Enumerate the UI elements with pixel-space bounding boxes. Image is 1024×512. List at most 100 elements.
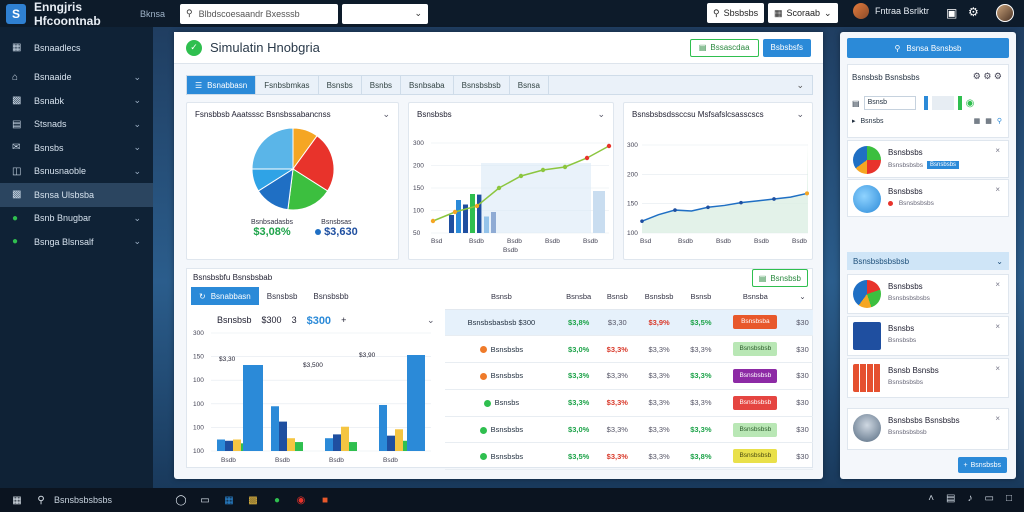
status-dot <box>479 346 487 354</box>
network-icon[interactable]: ▤ <box>946 493 956 504</box>
chevron-down-icon[interactable]: ⌄ <box>382 109 390 119</box>
folder-icon[interactable]: ▩ <box>248 494 258 506</box>
sidebar-item-1[interactable]: ⌂ Bsnaaide ⌄ <box>0 66 153 90</box>
table-row[interactable]: Bsnsbsbs $3,3% $3,3% $3,3% $3,3% Bsnsbsbsb $30 <box>445 362 813 390</box>
right-item-title: Bsnsbsbs <box>888 187 923 196</box>
chevron-up-icon[interactable]: ˄ <box>928 493 935 504</box>
volume-icon[interactable]: ♪ <box>967 493 973 504</box>
status-badge[interactable]: Bsnsbsbsb <box>733 449 778 464</box>
sidebar-item-2[interactable]: ▩ Bsnabk ⌄ <box>0 89 153 113</box>
column-header[interactable]: Bsnsba <box>718 285 793 310</box>
status-badge[interactable]: Bsnsbsba <box>733 315 778 330</box>
sidebar-item-6[interactable]: ▩ Bsnsa Ulsbsba <box>0 183 153 207</box>
table-row[interactable]: Bsnsbs $3,3% $3,3% $3,3% $3,3% Bsnsbsbsb $30 <box>445 389 813 417</box>
close-icon[interactable]: × <box>995 364 1000 373</box>
task-view-icon[interactable]: ▭ <box>200 494 210 506</box>
right-item-3[interactable]: Bsnsbs Bsnsbsbs × <box>847 316 1009 356</box>
chevron-down-icon[interactable]: ⌄ <box>796 79 804 90</box>
column-header[interactable]: Bsnsba <box>557 285 600 310</box>
chevron-down-icon[interactable]: ⌄ <box>597 109 605 119</box>
close-icon[interactable]: × <box>995 322 1000 331</box>
right-item-1[interactable]: Bsnsbsbs Bsnsbsbsbs × <box>847 179 1009 217</box>
filter-input[interactable]: Bsnsb <box>863 96 916 110</box>
tab-1[interactable]: Fsnbsbmkas <box>256 76 319 94</box>
app-green-icon[interactable]: ● <box>273 494 281 506</box>
check-circle-icon[interactable]: ◉ <box>965 97 975 109</box>
column-header[interactable]: Bsnsb <box>599 285 636 310</box>
top-button-2[interactable]: ▦ Scoraab ⌄ <box>768 3 838 23</box>
close-icon[interactable]: × <box>995 414 1000 423</box>
right-item-0[interactable]: Bsnsbsbs Bsnsbsbsbs Bsnsbsbs × <box>847 140 1009 178</box>
column-header[interactable]: Bsnsbsb <box>635 285 684 310</box>
search-icon[interactable]: ⚲ <box>37 494 45 506</box>
settings-icon[interactable]: ⚙ ⚙ ⚙ <box>972 71 1002 81</box>
chevron-down-icon[interactable]: ⌄ <box>427 315 435 325</box>
right-item-tag[interactable]: Bsnsbsbs <box>927 161 960 169</box>
right-item-5[interactable]: Bsnsbsbs Bsnsbsbs Bsnsbsbsbsb × <box>847 408 1009 450</box>
grid-icon[interactable]: ▦ <box>973 118 981 125</box>
column-header[interactable]: Bsnsb <box>445 285 558 310</box>
store-icon[interactable]: ▦ <box>224 494 234 506</box>
close-icon[interactable]: × <box>995 146 1000 155</box>
tab-3[interactable]: Bsnbs <box>362 76 402 94</box>
tab-5[interactable]: Bsnsbsbsb <box>454 76 510 94</box>
right-footer-button[interactable]: + Bsnsbsbs <box>957 457 1007 473</box>
chevron-down-icon: ⌄ <box>414 8 422 18</box>
column-header[interactable]: ⌄ <box>792 285 813 310</box>
search-icon[interactable]: ⚲ <box>996 118 1002 125</box>
grid-icon[interactable]: ▦ <box>985 118 992 125</box>
tab-0[interactable]: ☰ Bsnabbasn <box>187 76 257 94</box>
sidebar-item-3[interactable]: ▤ Stsnads ⌄ <box>0 113 153 137</box>
status-badge[interactable]: Bsnsbsbsb <box>733 395 778 410</box>
status-badge[interactable]: Bsnsbsbsb <box>733 368 778 383</box>
sub-tab-2[interactable]: Bsnsbsbb <box>305 287 356 305</box>
chevron-down-icon[interactable]: ⌄ <box>796 109 804 119</box>
right-item-4[interactable]: Bsnsb Bsnsbs Bsnsbsbsbs × <box>847 358 1009 398</box>
sub-tab-0[interactable]: ↻ Bsnabbasn <box>191 287 259 305</box>
right-top-button[interactable]: ⚲ Bsnsa Bsnsbsb <box>847 38 1009 58</box>
sidebar-item-0[interactable]: ▦ Bsnaadlecs <box>0 36 153 60</box>
sidebar-item-4[interactable]: ✉ Bsnsbs ⌄ <box>0 136 153 160</box>
tab-6[interactable]: Bsnsa <box>510 76 549 94</box>
bar-line-chart: 300 200 150 100 50 Bsd Bsdb Bsdb Bsdb Bsdb <box>413 140 612 245</box>
right-item-2[interactable]: Bsnsbsbs Bsnsbsbsbsbs × <box>847 274 1009 314</box>
close-icon[interactable]: × <box>995 185 1000 194</box>
sub-tab-1[interactable]: Bsnsbsb <box>259 287 306 305</box>
notification-icon[interactable]: □ <box>1005 493 1012 504</box>
table-row[interactable]: Bsnsbsbs $3,0% $3,3% $3,3% $3,3% Bsnsbsbsb $30 <box>445 335 813 364</box>
right-section-header[interactable]: Bsnsbsbsbsbsb ⌄ <box>847 252 1009 270</box>
clock-icon[interactable]: ◯ <box>175 494 187 506</box>
data-table-button[interactable]: ▤ Bsnsbsb <box>751 269 808 287</box>
grid-thumbnail-icon <box>853 364 881 392</box>
close-icon[interactable]: × <box>995 280 1000 289</box>
battery-icon[interactable]: ▭ <box>984 493 994 504</box>
status-badge[interactable]: Bsnsbsbsb <box>733 342 778 357</box>
tab-4[interactable]: Bsnbsaba <box>401 76 454 94</box>
table-row[interactable]: Bsnsbsbs $3,5% $3,3% $3,3% $3,8% Bsnsbsbsb $30 <box>445 442 813 471</box>
table-row[interactable]: Bsnsbsbasbsb $300 $3,8% $3,30 $3,9% $3,5% Bsn… <box>445 309 813 337</box>
search-input[interactable]: ⚲ Blbdscoesaandr Bxesssb <box>180 3 338 24</box>
browser-icon[interactable]: ◉ <box>296 494 306 506</box>
sidebar-item-5[interactable]: ◫ Bsnusnaoble ⌄ <box>0 160 153 184</box>
tab-2[interactable]: Bsnsbs <box>319 76 362 94</box>
profile-avatar[interactable] <box>996 4 1014 22</box>
table-row[interactable]: Bsnsbsbs $3,0% $3,3% $3,3% $3,3% Bsnsbsbsb $30 <box>445 416 813 444</box>
sidebar-item-8[interactable]: ● Bsnga Blsnsalf ⌄ <box>0 230 153 254</box>
top-button-1[interactable]: ⚲ Sbsbsbs <box>707 3 765 23</box>
column-header[interactable]: Bsnsb <box>683 285 719 310</box>
sub-tab-label: Bsnsbsbb <box>313 291 349 301</box>
windows-icon[interactable]: ▦ <box>12 494 22 506</box>
notification-icon[interactable]: ▣ <box>946 6 958 20</box>
settings-icon[interactable]: ⚙ <box>968 5 979 19</box>
app-red-icon[interactable]: ■ <box>321 494 329 506</box>
status-badge[interactable]: Bsnsbsbsb <box>733 422 778 437</box>
top-select-dropdown[interactable]: ⌄ <box>342 3 428 24</box>
line-point <box>496 185 502 191</box>
plus-icon[interactable]: + <box>341 315 347 325</box>
user-name[interactable]: Fntraa Bsrlktr <box>875 6 930 16</box>
header-blue-button[interactable]: Bsbsbsfs <box>762 38 811 57</box>
user-avatar[interactable] <box>853 3 869 19</box>
header-green-button[interactable]: ▤ Bssascdaa <box>689 38 759 57</box>
sidebar-item-7[interactable]: ● Bsnb Bnugbar ⌄ <box>0 207 153 231</box>
taskbar-search[interactable]: Bsnsbsbsbsbs <box>54 495 113 505</box>
